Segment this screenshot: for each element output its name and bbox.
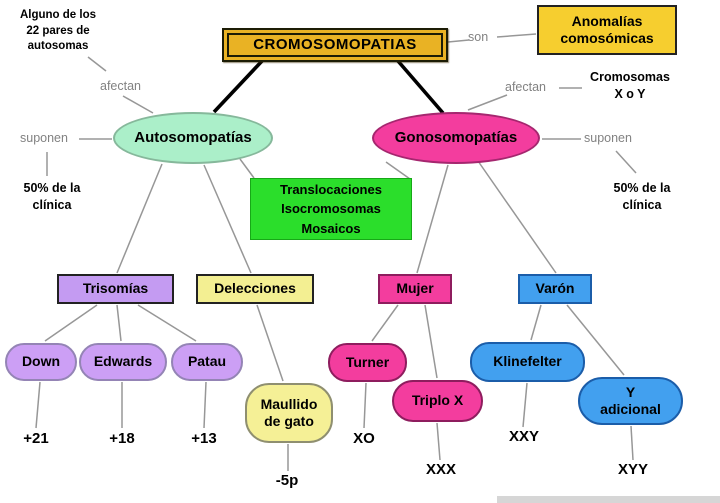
edge-label-suponen-left: suponen (20, 131, 68, 145)
edge-label-afectan-left: afectan (100, 79, 142, 93)
label-karyotype-down: +21 (23, 430, 49, 447)
node-cromosomopatias: CROMOSOMOPATIAS (222, 28, 448, 62)
note-autosomas: Alguno de los 22 pares de autosomas (19, 9, 97, 53)
edge-label-afectan-right: afectan (505, 80, 547, 94)
label-karyotype-triplo-x: XXX (425, 461, 456, 478)
node-edwards: Edwards (79, 343, 167, 381)
node-turner: Turner (328, 343, 407, 382)
edge-label-son: son (468, 30, 489, 44)
label-karyotype-patau: +13 (191, 430, 217, 447)
node-patau: Patau (171, 343, 243, 381)
edge-label-suponen-right: suponen (584, 131, 632, 145)
node-klinefelter: Klinefelter (470, 342, 585, 382)
footer-artifact-bar (497, 496, 720, 503)
node-varon: Varón (518, 274, 592, 304)
note-cromosomas-xy: Cromosomas X o Y (590, 70, 670, 101)
note-clinica-right: 50% de la clínica (613, 181, 671, 212)
label-karyotype-klinefelter: XXY (508, 428, 539, 445)
node-autosomopatias: Autosomopatías (113, 112, 273, 164)
node-delecciones: Delecciones (196, 274, 314, 304)
node-mujer: Mujer (378, 274, 452, 304)
node-translocaciones: Translocaciones Isocromosomas Mosaicos (250, 178, 412, 240)
note-clinica-left: 50% de la clínica (23, 181, 81, 212)
label-karyotype-y-adicional: XYY (617, 461, 648, 478)
node-triplo-x: Triplo X (392, 380, 483, 422)
node-gonosomopatias: Gonosomopatías (372, 112, 540, 164)
label-karyotype-turner: XO (353, 430, 375, 447)
label-karyotype-maullido: -5p (275, 472, 299, 489)
node-anomalias-comosomicas: Anomalías comosómicas (537, 5, 677, 55)
node-y-adicional: Y adicional (578, 377, 683, 425)
node-maullido-de-gato: Maullido de gato (245, 383, 333, 443)
node-trisomias: Trisomías (57, 274, 174, 304)
label-karyotype-edwards: +18 (109, 430, 135, 447)
node-down: Down (5, 343, 77, 381)
